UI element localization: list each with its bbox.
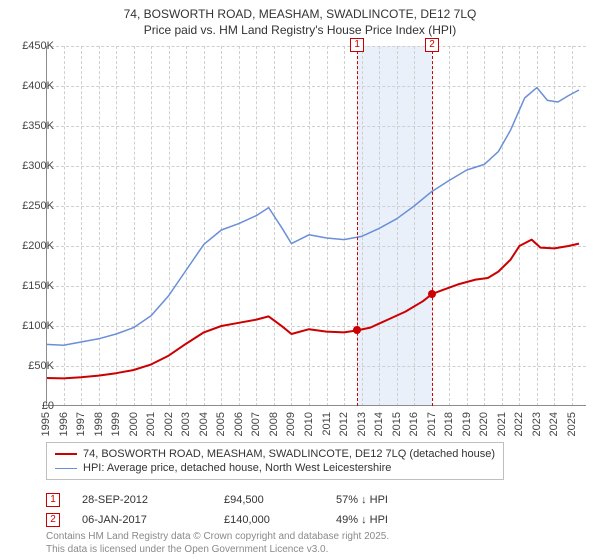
x-axis-label: 2017 (426, 412, 438, 436)
legend-label: 74, BOSWORTH ROAD, MEASHAM, SWADLINCOTE,… (83, 448, 495, 460)
y-axis-label: £400K (22, 80, 54, 92)
x-axis-label: 2020 (478, 412, 490, 436)
x-axis-label: 2009 (285, 412, 297, 436)
x-axis-label: 1999 (110, 412, 122, 436)
attribution-line-1: Contains HM Land Registry data © Crown c… (46, 530, 389, 543)
x-axis-label: 1997 (75, 412, 87, 436)
marker-table-row: 1 28-SEP-2012 £94,500 57% ↓ HPI (46, 490, 586, 510)
title-block: 74, BOSWORTH ROAD, MEASHAM, SWADLINCOTE,… (0, 0, 600, 38)
x-axis-label: 2004 (198, 412, 210, 436)
x-axis-label: 2018 (443, 412, 455, 436)
y-axis-label: £250K (22, 200, 54, 212)
chart-svg (46, 46, 586, 406)
title-line-2: Price paid vs. HM Land Registry's House … (0, 22, 600, 38)
x-axis-label: 2012 (338, 412, 350, 436)
attribution: Contains HM Land Registry data © Crown c… (46, 530, 389, 556)
legend-row: 74, BOSWORTH ROAD, MEASHAM, SWADLINCOTE,… (55, 447, 495, 461)
x-axis-label: 2025 (566, 412, 578, 436)
marker-table-date: 28-SEP-2012 (82, 494, 202, 506)
marker-line (432, 46, 433, 406)
marker-box: 2 (425, 38, 439, 52)
sale-dot (428, 290, 436, 298)
title-line-1: 74, BOSWORTH ROAD, MEASHAM, SWADLINCOTE,… (0, 6, 600, 22)
x-axis-label: 2011 (321, 412, 333, 436)
legend-swatch (55, 453, 77, 455)
x-axis-label: 2013 (356, 412, 368, 436)
legend-swatch (55, 468, 77, 469)
y-axis-label: £50K (28, 360, 54, 372)
y-axis-label: £350K (22, 120, 54, 132)
marker-table-num: 2 (46, 513, 60, 527)
x-axis-label: 2007 (250, 412, 262, 436)
marker-line (357, 46, 358, 406)
legend: 74, BOSWORTH ROAD, MEASHAM, SWADLINCOTE,… (46, 442, 586, 530)
x-axis-label: 2003 (180, 412, 192, 436)
x-axis-label: 2024 (548, 412, 560, 436)
x-axis-label: 2006 (233, 412, 245, 436)
legend-label: HPI: Average price, detached house, Nort… (83, 462, 391, 474)
marker-table-num: 1 (46, 493, 60, 507)
y-axis-label: £100K (22, 320, 54, 332)
x-axis-label: 1995 (40, 412, 52, 436)
x-axis-label: 1998 (93, 412, 105, 436)
attribution-line-2: This data is licensed under the Open Gov… (46, 543, 389, 556)
legend-row: HPI: Average price, detached house, Nort… (55, 461, 495, 475)
marker-box: 1 (350, 38, 364, 52)
x-axis-label: 1996 (58, 412, 70, 436)
marker-table: 1 28-SEP-2012 £94,500 57% ↓ HPI 2 06-JAN-2017… (46, 490, 586, 530)
series-hpi (46, 88, 579, 346)
x-axis-label: 2001 (145, 412, 157, 436)
x-axis-label: 2022 (513, 412, 525, 436)
x-axis-label: 2019 (461, 412, 473, 436)
marker-table-price: £140,000 (224, 514, 314, 526)
marker-table-date: 06-JAN-2017 (82, 514, 202, 526)
y-axis-label: £450K (22, 40, 54, 52)
series-price-paid (46, 240, 579, 379)
x-axis-label: 2000 (128, 412, 140, 436)
legend-box: 74, BOSWORTH ROAD, MEASHAM, SWADLINCOTE,… (46, 442, 504, 480)
marker-table-hpi: 49% ↓ HPI (336, 514, 388, 526)
x-axis-label: 2010 (303, 412, 315, 436)
y-axis-label: £300K (22, 160, 54, 172)
x-axis-label: 2016 (408, 412, 420, 436)
x-axis-label: 2015 (391, 412, 403, 436)
marker-table-hpi: 57% ↓ HPI (336, 494, 388, 506)
sale-dot (353, 326, 361, 334)
y-axis-label: £200K (22, 240, 54, 252)
y-axis-label: £0 (42, 400, 54, 412)
x-axis-label: 2021 (496, 412, 508, 436)
marker-table-price: £94,500 (224, 494, 314, 506)
x-axis-label: 2008 (268, 412, 280, 436)
x-axis-label: 2014 (373, 412, 385, 436)
chart-container: 74, BOSWORTH ROAD, MEASHAM, SWADLINCOTE,… (0, 0, 600, 560)
chart-plot-area: 12 (46, 46, 586, 406)
x-axis-label: 2002 (163, 412, 175, 436)
marker-table-row: 2 06-JAN-2017 £140,000 49% ↓ HPI (46, 510, 586, 530)
x-axis-label: 2023 (531, 412, 543, 436)
y-axis-label: £150K (22, 280, 54, 292)
x-axis-label: 2005 (215, 412, 227, 436)
